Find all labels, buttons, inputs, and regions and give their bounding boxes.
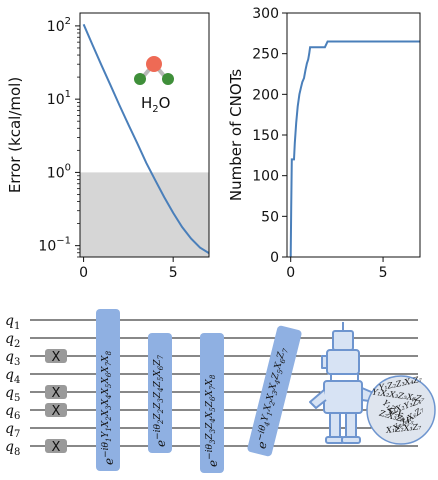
molecule-label: H2O [141, 94, 170, 115]
oxygen-atom [146, 56, 162, 72]
x-tick-label: 0 [286, 265, 295, 281]
qubit-label: q5 [5, 385, 20, 404]
x-gate-label: X [52, 440, 61, 455]
x-gate [45, 403, 67, 417]
y-tick-label: 50 [261, 209, 279, 225]
thought-bubble: Y₁Z₂Z₃X₄Z₇Y₁X₂X₃Z₅X₆Z₇X₁X₂Y₃Z₄Z₂X₃Z₄X₅X₁… [366, 374, 436, 445]
qubit-label: q7 [5, 421, 20, 440]
gate-box [148, 333, 172, 453]
gate-exponential: e−iθ2Z2Z3Z4Z5X6Z7 [153, 354, 168, 447]
x-gate-label: X [52, 350, 61, 365]
error-plot-frame [79, 12, 210, 258]
x-tick-label: 5 [379, 265, 388, 281]
x-gate [45, 385, 67, 399]
qubit-label: q8 [5, 439, 20, 458]
gate-box [200, 333, 224, 473]
qubit-label: q2 [5, 331, 20, 350]
robot-icon [309, 322, 377, 444]
qubit-label: q3 [5, 349, 20, 368]
chemical-accuracy-band [80, 172, 209, 257]
gate-exponential: e−iθ3Z3Z4X5Z6X7X8 [205, 374, 220, 467]
cnot-y-ticks: 0 50 100 150 200 250 300 [252, 6, 287, 266]
gate-box [96, 309, 120, 471]
y-tick-label: 150 [252, 128, 279, 144]
x-gate-label: X [52, 404, 61, 419]
error-series-line [82, 23, 209, 255]
qubit-label: q6 [5, 403, 20, 422]
pauli-rotation-gate: e−iθ3Z3Z4X5Z6X7X8 [200, 333, 224, 473]
pauli-rotation-gate: e−iθ4Y1X2X3X4Z5X6Z7 [247, 325, 302, 457]
gate-exponential: e−iθ4Y1X2X3X4Z5X6Z7 [253, 346, 293, 450]
y-tick-label: 101 [47, 89, 71, 108]
hydrogen-atom [134, 73, 146, 85]
x-tick-label: 5 [169, 265, 178, 281]
cnot-y-axis-label: Number of CNOTs [227, 69, 245, 201]
y-tick-label: 0 [270, 250, 279, 266]
hydrogen-atom [162, 73, 174, 85]
bubble-pauli-term: X₁Z₂X₃Z₇ [385, 422, 423, 435]
qubit-label: q1 [5, 313, 20, 332]
y-tick-label: 100 [47, 162, 71, 181]
error-y-axis-label: Error (kcal/mol) [6, 77, 24, 193]
cnot-plot-frame [286, 12, 421, 258]
x-gate [45, 349, 67, 363]
y-tick-label: 200 [252, 87, 279, 103]
gate-box [247, 325, 302, 457]
y-tick-label: 100 [252, 169, 279, 185]
y-tick-label: 300 [252, 6, 279, 22]
pauli-rotation-gates: e−iθ1Y1X2X3X4X5X6X7X8 e−iθ2Z2Z3Z4Z5X6Z7 e−… [96, 309, 302, 473]
y-tick-label: 10−1 [38, 236, 71, 255]
x-gate [45, 439, 67, 453]
error-y-ticks: 102 101 100 10−1 [38, 16, 80, 258]
water-molecule-icon [134, 56, 174, 85]
gate-exponential: e−iθ1Y1X2X3X4X5X6X7X8 [101, 350, 116, 465]
pauli-rotation-gate: e−iθ1Y1X2X3X4X5X6X7X8 [96, 309, 120, 471]
x-tick-label: 0 [79, 265, 88, 281]
y-tick-label: 250 [252, 47, 279, 63]
qubit-label: q4 [5, 367, 20, 386]
x-gate-label: X [52, 386, 61, 401]
pauli-rotation-gate: e−iθ2Z2Z3Z4Z5X6Z7 [148, 333, 172, 453]
cnot-series-line [289, 40, 420, 257]
y-tick-label: 102 [47, 16, 71, 35]
